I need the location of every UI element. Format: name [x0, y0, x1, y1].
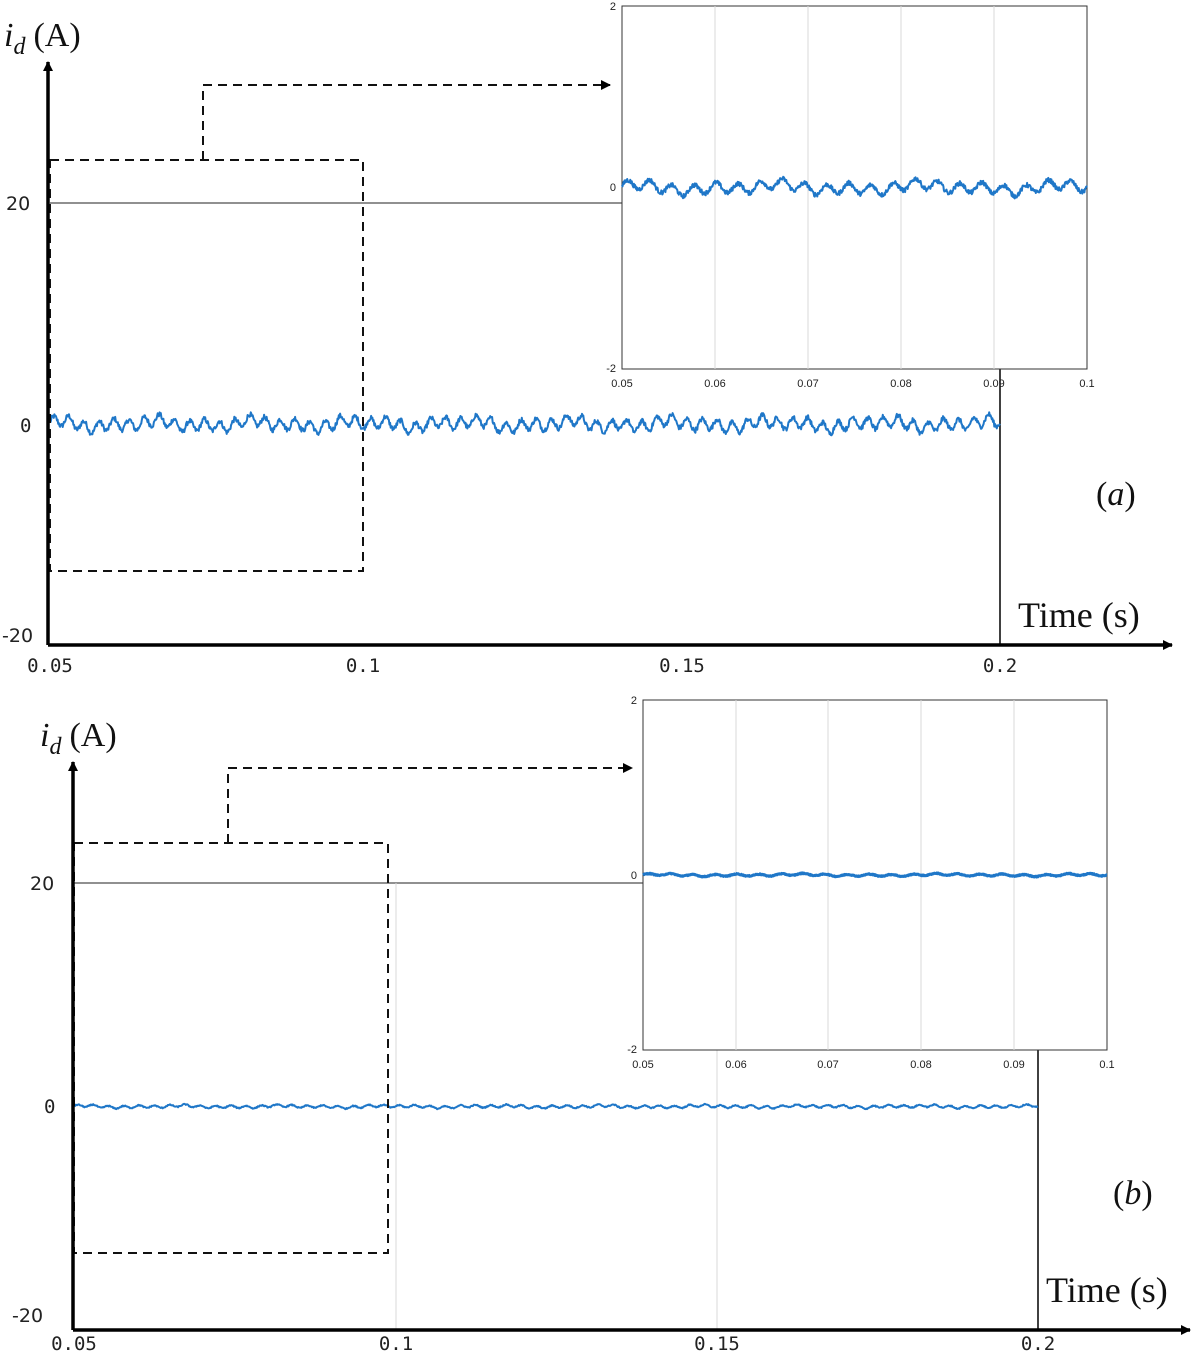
inset-series-b [642, 871, 1108, 879]
inset-x-tick-b-0.1: 0.1 [1099, 1059, 1114, 1071]
y-tick-a-neg20: -20 [2, 625, 33, 647]
x-tick-a-0.05: 0.05 [27, 655, 73, 677]
inset-x-tick-b-0.07: 0.07 [817, 1059, 838, 1071]
x-tick-b-0.05: 0.05 [51, 1333, 97, 1352]
x-tick-b-0.1: 0.1 [379, 1333, 413, 1352]
x-tick-a-0.15: 0.15 [659, 655, 705, 677]
zoom-region-box-a [49, 159, 364, 572]
inset-a: 2 0 -2 0.05 0.06 0.07 0.08 0.09 0.1 [606, 1, 1094, 390]
panel-a: id (A) Time (s) 20 0 -20 0.05 0.1 0.15 0.… [2, 1, 1173, 677]
panel-label-b: (b) [1113, 1175, 1153, 1212]
y-tick-b-20: 20 [30, 873, 54, 895]
x-tick-b-0.15: 0.15 [694, 1333, 740, 1352]
inset-x-tick-b-0.09: 0.09 [1003, 1059, 1024, 1071]
y-label-unit-b: (A) [69, 717, 116, 754]
y-label-unit-a: (A) [33, 17, 80, 54]
main-series-a [49, 411, 1001, 437]
inset-y-tick-a-0: 0 [610, 182, 616, 194]
inset-y-tick-a-2: 2 [610, 1, 616, 13]
x-axis-label-a: Time (s) [1018, 595, 1140, 635]
x-tick-b-0.2: 0.2 [1021, 1333, 1055, 1352]
inset-x-tick-b-0.05: 0.05 [632, 1059, 653, 1071]
inset-y-tick-b-0: 0 [631, 870, 637, 882]
zoom-region-box-b [73, 842, 389, 1254]
inset-series-a [621, 175, 1088, 200]
zoom-leader-arrow-a [202, 80, 611, 160]
inset-b: 2 0 -2 0.05 0.06 0.07 0.08 0.09 0.1 [627, 695, 1114, 1071]
y-label-sub-a: d [13, 34, 26, 60]
inset-x-tick-a-0.08: 0.08 [890, 378, 911, 390]
y-label-var-b: i [40, 717, 49, 754]
zoom-leader-arrow-b [227, 763, 633, 843]
inset-x-tick-a-0.06: 0.06 [704, 378, 725, 390]
y-axis-label-a: id (A) [4, 17, 81, 60]
inset-x-tick-a-0.05: 0.05 [611, 378, 632, 390]
panel-label-a: (a) [1096, 476, 1136, 513]
x-tick-a-0.1: 0.1 [346, 655, 380, 677]
inset-y-tick-b-2: 2 [631, 695, 637, 707]
inset-x-tick-b-0.06: 0.06 [725, 1059, 746, 1071]
main-series-b [73, 1102, 1039, 1111]
y-tick-b-neg20: -20 [12, 1305, 43, 1327]
y-tick-b-0: 0 [44, 1096, 55, 1118]
panel-b: id (A) Time (s) 20 0 -20 0.05 0.1 0.15 0.… [12, 695, 1191, 1352]
inset-y-tick-b-neg2: -2 [627, 1044, 637, 1056]
y-tick-a-0: 0 [20, 415, 31, 437]
inset-x-tick-a-0.07: 0.07 [797, 378, 818, 390]
inset-y-tick-a-neg2: -2 [606, 363, 616, 375]
inset-x-tick-b-0.08: 0.08 [910, 1059, 931, 1071]
inset-x-tick-a-0.1: 0.1 [1079, 378, 1094, 390]
y-tick-a-20: 20 [6, 193, 30, 215]
x-axis-label-b: Time (s) [1046, 1270, 1168, 1310]
y-label-sub-b: d [49, 734, 62, 760]
inset-x-tick-a-0.09: 0.09 [983, 378, 1004, 390]
x-tick-a-0.2: 0.2 [983, 655, 1017, 677]
y-axis-label-b: id (A) [40, 717, 117, 760]
y-label-var-a: i [4, 17, 13, 54]
